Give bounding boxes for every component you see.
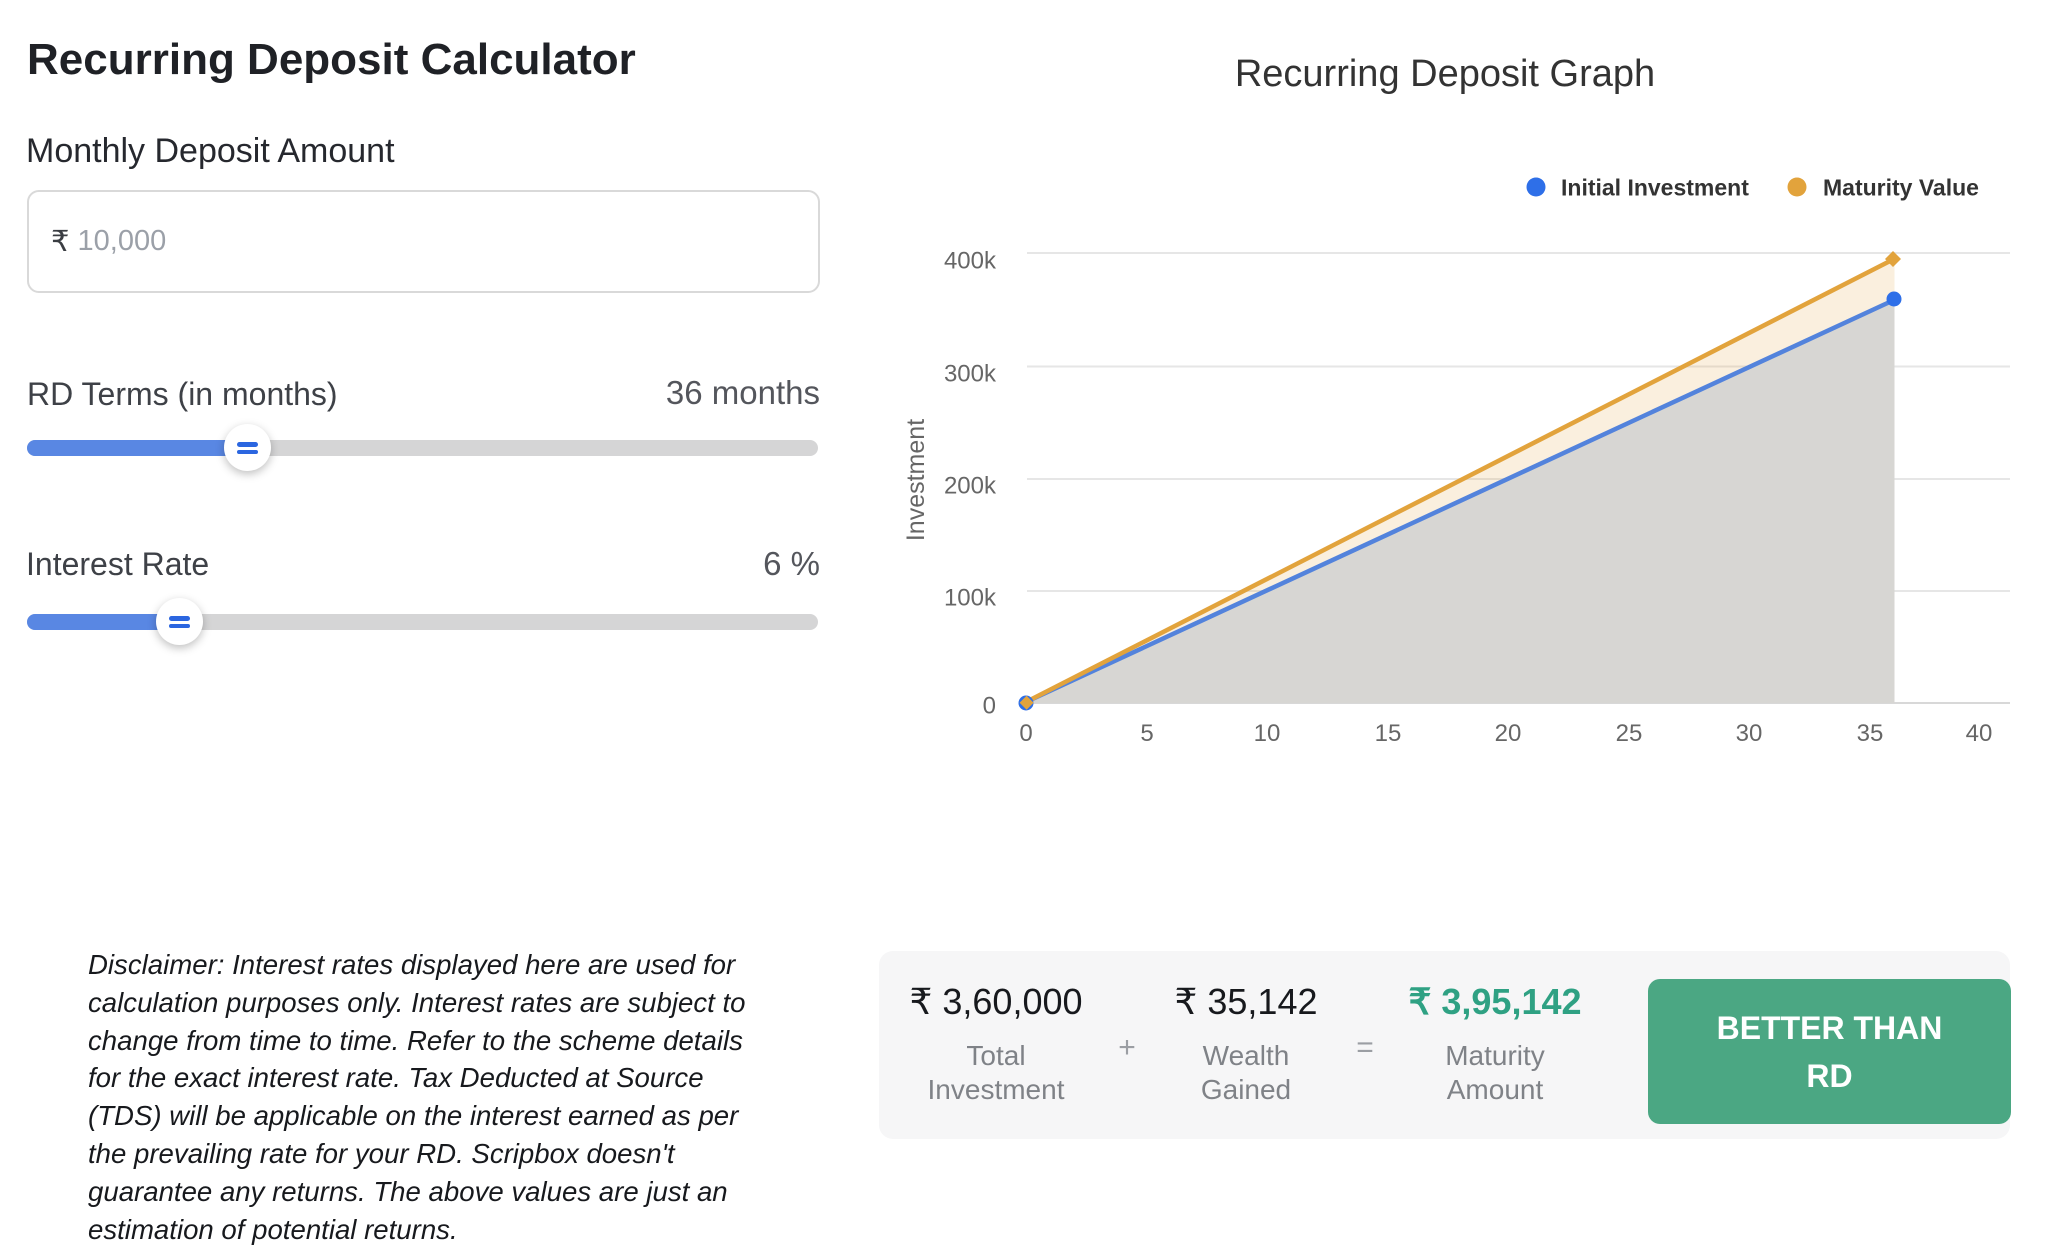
svg-text:40: 40 — [1966, 720, 1993, 747]
svg-text:100k: 100k — [944, 585, 997, 612]
svg-text:0: 0 — [983, 693, 996, 720]
svg-text:35: 35 — [1857, 720, 1884, 747]
svg-text:15: 15 — [1375, 720, 1402, 747]
svg-text:400k: 400k — [944, 248, 997, 275]
svg-text:10: 10 — [1254, 720, 1281, 747]
svg-text:Investment: Investment — [902, 419, 930, 541]
svg-text:Initial Investment: Initial Investment — [1561, 175, 1749, 201]
svg-text:25: 25 — [1616, 720, 1643, 747]
svg-text:300k: 300k — [944, 361, 997, 388]
svg-text:200k: 200k — [944, 473, 997, 500]
svg-text:0: 0 — [1019, 720, 1032, 747]
svg-text:5: 5 — [1140, 720, 1153, 747]
svg-text:20: 20 — [1495, 720, 1522, 747]
svg-text:Recurring Deposit Graph: Recurring Deposit Graph — [1235, 53, 1655, 95]
svg-text:Maturity Value: Maturity Value — [1823, 175, 1979, 201]
svg-text:30: 30 — [1736, 720, 1763, 747]
